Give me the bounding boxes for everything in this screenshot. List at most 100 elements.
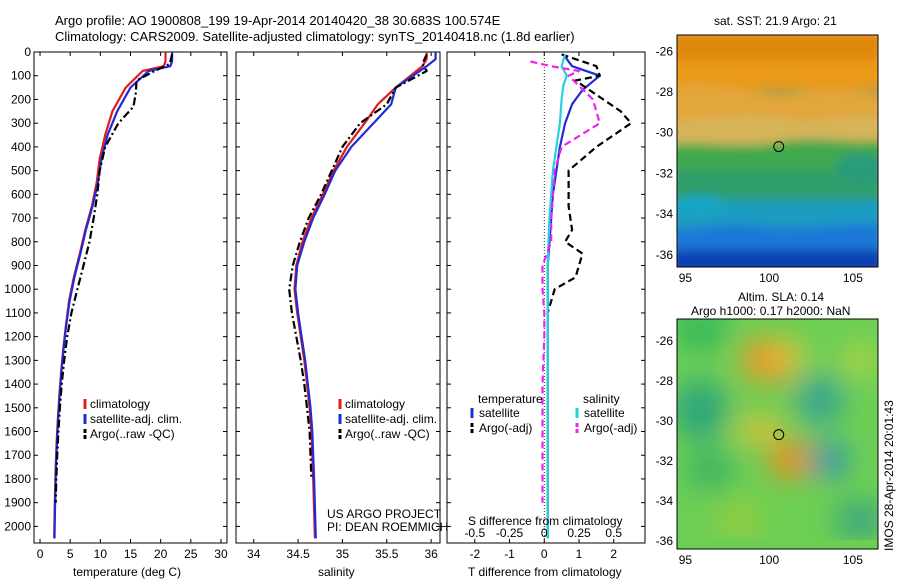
difference-xtick-label: 2 xyxy=(610,547,617,561)
depth-tick-label: 1000 xyxy=(4,282,31,296)
salinity-annotation-pi: PI: DEAN ROEMMICH xyxy=(327,520,448,534)
temperature-xtick-label: 15 xyxy=(124,547,138,561)
temperature-xlabel: temperature (deg C) xyxy=(73,565,181,579)
sla-map xyxy=(677,319,878,549)
sst_map-ytick-label: -34 xyxy=(656,207,674,221)
salinity-legend: climatology satellite-adj. clim. Argo(..… xyxy=(338,397,437,441)
salinity-xtick-label: 34.5 xyxy=(286,547,310,561)
difference-legend-sal-satellite: satellite xyxy=(584,406,625,420)
difference-legend-title-salinity: salinity xyxy=(583,392,620,406)
sst-argo-location-marker xyxy=(773,141,785,153)
difference-legend-sal-argo: Argo(-adj) xyxy=(584,421,637,435)
depth-tick-label: 1100 xyxy=(5,306,31,320)
sst-map xyxy=(677,35,878,267)
temperature-xtick-label: 25 xyxy=(184,547,198,561)
sla_map-ytick-label: -30 xyxy=(656,414,674,428)
depth-tick-label: 600 xyxy=(11,187,31,201)
salinity-xtick-label: 35 xyxy=(336,547,350,561)
difference-xtick-label: 0 xyxy=(541,547,548,561)
difference-legend-title-temperature: temperature xyxy=(478,392,543,406)
temperature-series-argo-raw-qc xyxy=(54,54,174,503)
sst_map-xtick-label: 105 xyxy=(843,271,863,285)
difference-xlabel-temperature: T difference from climatology xyxy=(468,565,622,579)
difference-series-salinity-satellite xyxy=(546,54,568,539)
salinity-xtick-label: 34 xyxy=(247,547,261,561)
sst_map-ytick-label: -30 xyxy=(656,126,674,140)
difference-series-salinity-argo-adj xyxy=(530,60,601,503)
temperature-xtick-label: 20 xyxy=(154,547,168,561)
sst_map-ytick-label: -26 xyxy=(656,44,674,58)
sla-map-subtitle: Argo h1000: 0.17 h2000: NaN xyxy=(691,304,850,318)
depth-tick-label: 1600 xyxy=(4,425,31,439)
depth-tick-label: 0 xyxy=(24,45,31,59)
sst_map-ytick-label: -32 xyxy=(656,166,674,180)
difference-axes xyxy=(446,51,646,544)
difference-xtick-label: -1 xyxy=(504,547,515,561)
sst_map-ytick-label: -36 xyxy=(656,248,674,262)
difference-legend-temp-satellite: satellite xyxy=(479,406,520,420)
difference-stick-label: 0.25 xyxy=(567,526,591,540)
difference-stick-label: -0.5 xyxy=(464,526,485,540)
temperature-xtick-label: 30 xyxy=(214,547,228,561)
depth-tick-label: 700 xyxy=(11,211,31,225)
salinity-annotation-project: US ARGO PROJECT xyxy=(327,507,442,521)
depth-tick-label: 100 xyxy=(11,69,31,83)
salinity-legend-argo: Argo(..raw -QC) xyxy=(345,427,430,441)
difference-legend: temperature salinity satellite Argo(-adj… xyxy=(470,392,637,435)
depth-tick-label: 2000 xyxy=(4,519,31,533)
depth-tick-label: 200 xyxy=(11,92,31,106)
depth-tick-label: 900 xyxy=(11,258,31,272)
sla_map-ytick-label: -34 xyxy=(656,494,674,508)
plot-title-line2: Climatology: CARS2009. Satellite-adjuste… xyxy=(55,29,575,44)
sla_map-ytick-label: -36 xyxy=(656,534,674,548)
sla_map-ytick-label: -32 xyxy=(656,454,674,468)
sla-argo-location-marker xyxy=(773,429,785,441)
depth-tick-label: 400 xyxy=(11,140,31,154)
sla_map-xtick-label: 105 xyxy=(843,553,863,567)
depth-tick-label: 1200 xyxy=(4,330,31,344)
sla_map-ytick-label: -26 xyxy=(656,334,674,348)
sla_map-ytick-label: -28 xyxy=(656,374,674,388)
salinity-series-satellite-adj-clim xyxy=(294,52,437,539)
difference-series-temperature-satellite xyxy=(546,56,601,539)
depth-tick-label: 1700 xyxy=(4,448,31,462)
depth-tick-label: 800 xyxy=(11,235,31,249)
temperature-xtick-label: 5 xyxy=(67,547,74,561)
depth-tick-label: 1500 xyxy=(4,401,31,415)
difference-stick-label: -0.25 xyxy=(496,526,524,540)
depth-tick-label: 1900 xyxy=(4,496,31,510)
sst_map-xtick-label: 100 xyxy=(759,271,779,285)
plot-title-line1: Argo profile: AO 1900808_199 19-Apr-2014… xyxy=(55,13,501,28)
salinity-axes xyxy=(235,51,441,544)
salinity-legend-climatology: climatology xyxy=(345,397,405,411)
sla-map-title: Altim. SLA: 0.14 xyxy=(738,290,824,304)
depth-tick-label: 1800 xyxy=(4,472,31,486)
temperature-xtick-label: 0 xyxy=(37,547,44,561)
depth-tick-label: 500 xyxy=(11,164,31,178)
depth-tick-label: 1300 xyxy=(4,353,31,367)
salinity-xtick-label: 36 xyxy=(424,547,438,561)
temperature-xtick-label: 10 xyxy=(94,547,108,561)
sst-map-frame xyxy=(676,34,879,268)
temperature-series-satellite-adj-clim xyxy=(53,52,174,539)
salinity-xlabel: salinity xyxy=(318,565,355,579)
difference-xtick-label: -2 xyxy=(469,547,480,561)
depth-tick-label: 1400 xyxy=(4,377,31,391)
sla_map-xtick-label: 100 xyxy=(759,553,779,567)
salinity-legend-satellite: satellite-adj. clim. xyxy=(345,412,437,426)
depth-tick-label: 300 xyxy=(11,116,31,130)
salinity-series-argo-raw-qc xyxy=(288,53,428,480)
difference-stick-label: 0 xyxy=(541,526,548,540)
temperature-axes xyxy=(33,51,228,544)
sst-map-title: sat. SST: 21.9 Argo: 21 xyxy=(714,14,837,28)
temperature-legend-climatology: climatology xyxy=(90,397,150,411)
temperature-legend: climatology satellite-adj. clim. Argo(..… xyxy=(83,397,182,441)
difference-xtick-label: 1 xyxy=(576,547,583,561)
sst_map-xtick-label: 95 xyxy=(679,271,693,285)
side-timestamp: IMOS 28-Apr-2014 20:01:43 xyxy=(882,400,896,551)
salinity-xtick-label: 35.5 xyxy=(375,547,399,561)
sst_map-ytick-label: -28 xyxy=(656,85,674,99)
sla-map-frame xyxy=(676,318,879,550)
difference-stick-label: 0.5 xyxy=(605,526,622,540)
